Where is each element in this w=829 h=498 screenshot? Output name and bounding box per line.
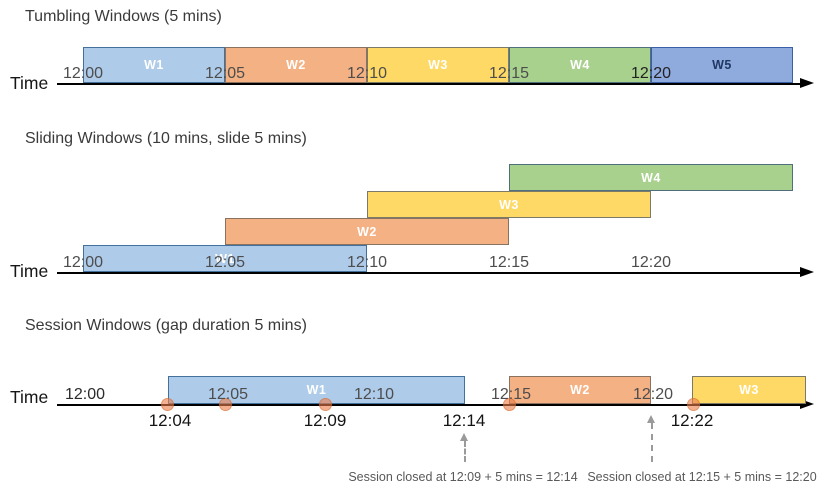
time-axis	[57, 83, 802, 85]
window-label: W4	[641, 170, 661, 185]
tick-label: 12:20	[630, 65, 672, 82]
window-label: W3	[739, 383, 759, 397]
window-label: W4	[570, 58, 590, 72]
arrow-right-icon	[800, 267, 814, 277]
time-axis	[57, 404, 802, 406]
event-time-label: 12:04	[148, 411, 192, 430]
tick-label: 12:15	[488, 65, 530, 82]
arrow-right-icon	[800, 78, 814, 88]
session-window-w1: W1	[168, 376, 465, 404]
tick-label: 12:15	[488, 254, 530, 271]
event-time-label: 12:09	[303, 411, 347, 430]
tick-label: 12:10	[346, 65, 388, 82]
window-label: W3	[499, 197, 519, 212]
window-label: W2	[286, 58, 306, 72]
time-axis-label: Time	[10, 73, 49, 93]
tumbling-window-w4: W4	[509, 47, 651, 83]
arrow-up-icon	[460, 433, 468, 441]
tick-label: 12:00	[62, 254, 104, 271]
tumbling-window-w2: W2	[225, 47, 367, 83]
tumbling-window-w5: W5	[651, 47, 793, 83]
tick-label: 12:10	[353, 386, 395, 403]
tick-label: 12:20	[630, 254, 672, 271]
arrow-up-icon	[647, 415, 655, 423]
time-axis	[57, 272, 802, 274]
window-label: W1	[144, 58, 164, 72]
tick-label: 12:00	[62, 65, 104, 82]
sliding-window-w4: W4	[509, 164, 793, 191]
event-time-label: 12:22	[670, 411, 714, 430]
session-close-annotation: Session closed at 12:15 + 5 mins = 12:20	[587, 470, 817, 484]
event-dot	[503, 398, 516, 411]
window-label: W2	[357, 224, 377, 239]
event-dot	[687, 398, 700, 411]
session-window-w3: W3	[692, 376, 806, 404]
section-title: Tumbling Windows (5 mins)	[25, 8, 222, 25]
tumbling-window-w1: W1	[83, 47, 225, 83]
tick-label: 12:15	[490, 386, 532, 403]
section-title: Sliding Windows (10 mins, slide 5 mins)	[25, 130, 307, 147]
window-label: W1	[306, 383, 327, 397]
event-time-label: 12:14	[442, 411, 486, 430]
window-label: W3	[428, 58, 448, 72]
session-window-w2: W2	[509, 376, 651, 404]
window-label: W5	[712, 58, 732, 72]
event-dot	[319, 398, 332, 411]
tick-label: 12:05	[204, 65, 246, 82]
tick-label: 12:10	[346, 254, 388, 271]
tumbling-window-w3: W3	[367, 47, 509, 83]
tick-label: 12:00	[64, 386, 106, 403]
tick-label: 12:05	[204, 254, 246, 271]
window-label: W2	[570, 383, 590, 397]
time-axis-label: Time	[10, 261, 49, 281]
sliding-window-w1: W1	[83, 245, 367, 272]
window-label: W1	[215, 251, 235, 266]
session-close-annotation: Session closed at 12:09 + 5 mins = 12:14	[348, 470, 578, 484]
dashed-callout-line	[464, 441, 466, 462]
sliding-window-w3: W3	[367, 191, 651, 218]
time-axis-label: Time	[10, 387, 49, 407]
event-dot	[219, 398, 232, 411]
arrow-right-icon	[800, 399, 814, 409]
tick-label: 12:05	[207, 386, 249, 403]
dashed-callout-line	[651, 423, 653, 462]
section-title: Session Windows (gap duration 5 mins)	[25, 317, 307, 334]
sliding-window-w2: W2	[225, 218, 509, 245]
tick-label: 12:20	[632, 386, 674, 403]
event-dot	[161, 398, 174, 411]
